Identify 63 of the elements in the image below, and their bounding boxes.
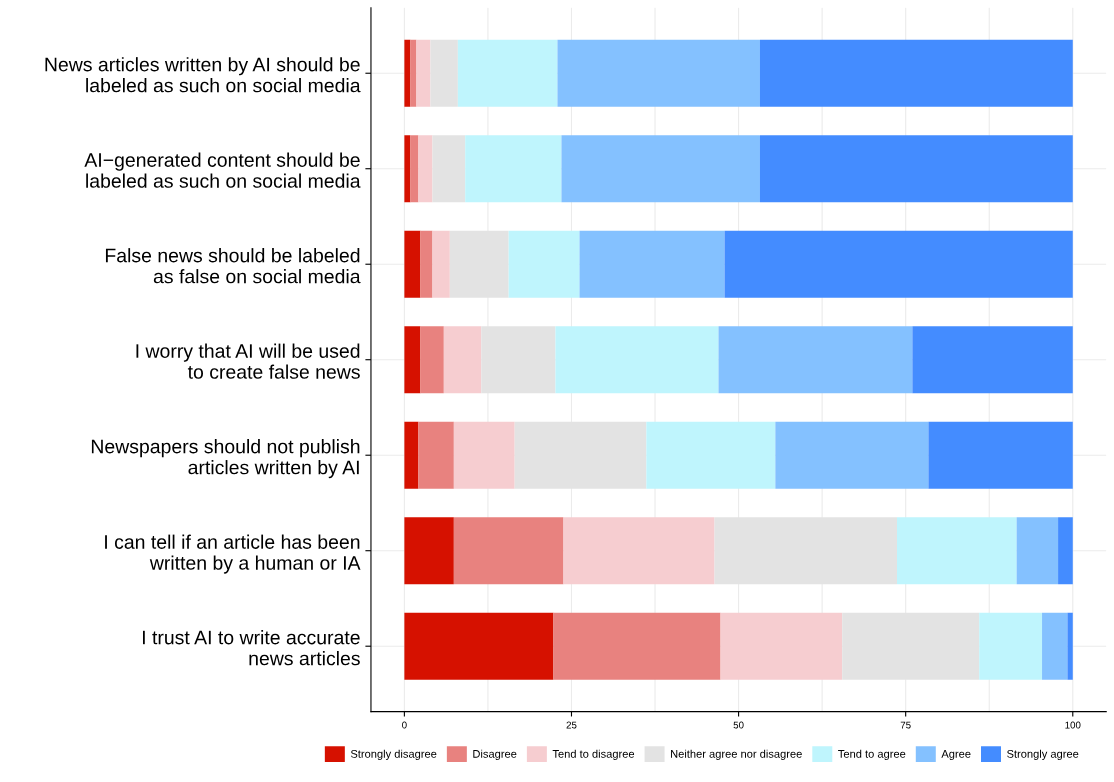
legend-label: Strongly disagree: [350, 749, 437, 760]
bar: [896, 517, 1017, 585]
y-tick-label: I can tell if an article has been written by a human or IA: [105, 534, 361, 574]
y-tick-label: Newspapers should not publish articles written by AI: [91, 439, 360, 479]
bar: [979, 612, 1043, 680]
bar: [928, 421, 1073, 489]
bar: [553, 612, 721, 680]
bar: [646, 421, 776, 489]
bar: [1042, 612, 1068, 680]
bar: [404, 135, 411, 203]
bar: [420, 230, 433, 298]
bar: [1058, 517, 1073, 585]
bar: [1067, 612, 1073, 680]
bar: [579, 230, 725, 298]
bar: [410, 39, 417, 107]
bar: [404, 230, 421, 298]
bar: [561, 135, 760, 203]
bar: [465, 135, 562, 203]
bar: [555, 326, 719, 394]
bar: [432, 230, 450, 298]
bar: [420, 326, 444, 394]
bar: [404, 517, 454, 585]
legend-label: Neither agree nor disagree: [671, 749, 802, 760]
legend-label: Tend to disagree: [552, 749, 635, 760]
bar: [1016, 517, 1059, 585]
bar: [453, 421, 515, 489]
bar: [410, 135, 419, 203]
bar: [759, 39, 1073, 107]
legend-label: Disagree: [473, 749, 517, 760]
x-tick-label: 0: [402, 721, 407, 729]
x-tick-label: 75: [900, 721, 911, 729]
legend-label: Agree: [941, 750, 971, 760]
bar: [404, 612, 554, 680]
x-tick-label: 100: [1065, 721, 1081, 729]
bar: [418, 135, 433, 203]
bar: [775, 421, 929, 489]
x-tick-label: 25: [566, 721, 577, 729]
legend-label: Tend to agree: [838, 749, 906, 760]
bar: [912, 326, 1073, 394]
y-tick-label: I worry that AI will be used to create false news: [136, 343, 360, 379]
bar: [759, 135, 1073, 203]
x-tick-label: 50: [733, 721, 744, 729]
y-tick-label: News articles written by AI should be labeled as such on social media: [45, 57, 361, 93]
bar: [457, 39, 558, 107]
bar: [430, 39, 458, 107]
bar: [404, 326, 421, 394]
y-tick-label: AI−generated content should be labeled as such on social media: [84, 152, 361, 188]
bar: [443, 326, 482, 394]
y-tick-label: I trust AI to write accurate news articles: [142, 630, 360, 666]
bar: [418, 421, 454, 489]
bar: [557, 39, 760, 107]
bar: [724, 230, 1073, 298]
legend-label: Strongly agree: [1007, 749, 1079, 760]
bar: [432, 135, 466, 203]
bar: [404, 39, 411, 107]
bar: [720, 612, 843, 680]
y-tick-label: False news should be labeled as false on social media: [105, 248, 361, 284]
bar: [453, 517, 564, 585]
bar: [508, 230, 580, 298]
bar: [718, 326, 913, 394]
bar: [563, 517, 715, 585]
bar: [416, 39, 431, 107]
bar: [404, 421, 419, 489]
